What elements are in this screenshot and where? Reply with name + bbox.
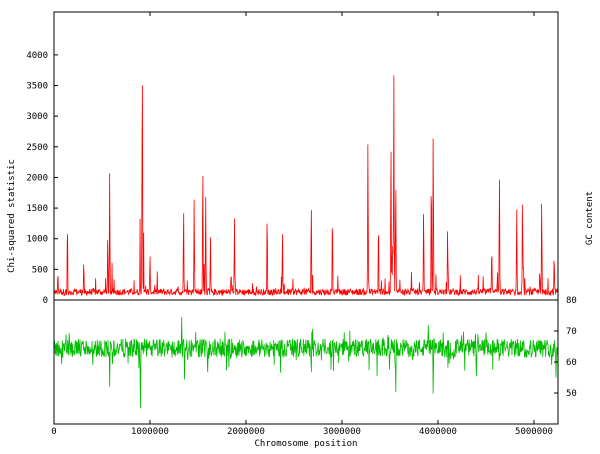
chi-y-tick-label: 1500 (26, 204, 48, 214)
chi-ylabel: Chi-squared statistic (7, 159, 17, 273)
chi-y-tick-label: 3500 (26, 82, 48, 92)
x-axis: 0 1000000 2000000 3000000 4000000 5000000 (51, 12, 553, 437)
chi-y-tick-label: 4000 (26, 51, 48, 61)
gc-y-tick-label: 50 (566, 389, 577, 399)
gc-y-tick-label: 60 (566, 358, 577, 368)
gc-plot-frame (53, 299, 559, 425)
x-tick-label: 3000000 (323, 427, 361, 437)
xlabel: Chromosome position (255, 439, 358, 449)
gc-y-ticks: 50 60 70 80 (554, 296, 577, 399)
gc-series-line (53, 316, 559, 408)
gc-y-tick-label: 70 (566, 327, 577, 337)
gc-ylabel: GC content (585, 191, 595, 245)
x-tick-label: 4000000 (419, 427, 457, 437)
chi-series-line (53, 75, 559, 297)
x-tick-label: 5000000 (515, 427, 553, 437)
gc-panel: 50 60 70 80 GC content (53, 191, 595, 425)
chi-y-tick-label: 1000 (26, 235, 48, 245)
chi-y-tick-label: 0 (43, 296, 48, 306)
chi-series-red (53, 75, 559, 297)
chi-y-ticks: 0 500 1000 1500 2000 2500 3000 3500 4000 (26, 51, 58, 306)
chi-plot-frame (53, 11, 559, 301)
chi-panel: 0 500 1000 1500 2000 2500 3000 3500 4000 Chi-squ… (7, 11, 559, 306)
chi-y-tick-label: 2000 (26, 173, 48, 183)
chi-y-tick-label: 3000 (26, 112, 48, 122)
x-tick-label: 0 (51, 427, 56, 437)
gc-y-tick-label: 80 (566, 296, 577, 306)
chi-y-tick-label: 500 (32, 265, 48, 275)
chi-y-tick-label: 2500 (26, 143, 48, 153)
x-tick-label: 1000000 (131, 427, 169, 437)
x-tick-label: 2000000 (227, 427, 265, 437)
gc-series-green (53, 316, 559, 408)
